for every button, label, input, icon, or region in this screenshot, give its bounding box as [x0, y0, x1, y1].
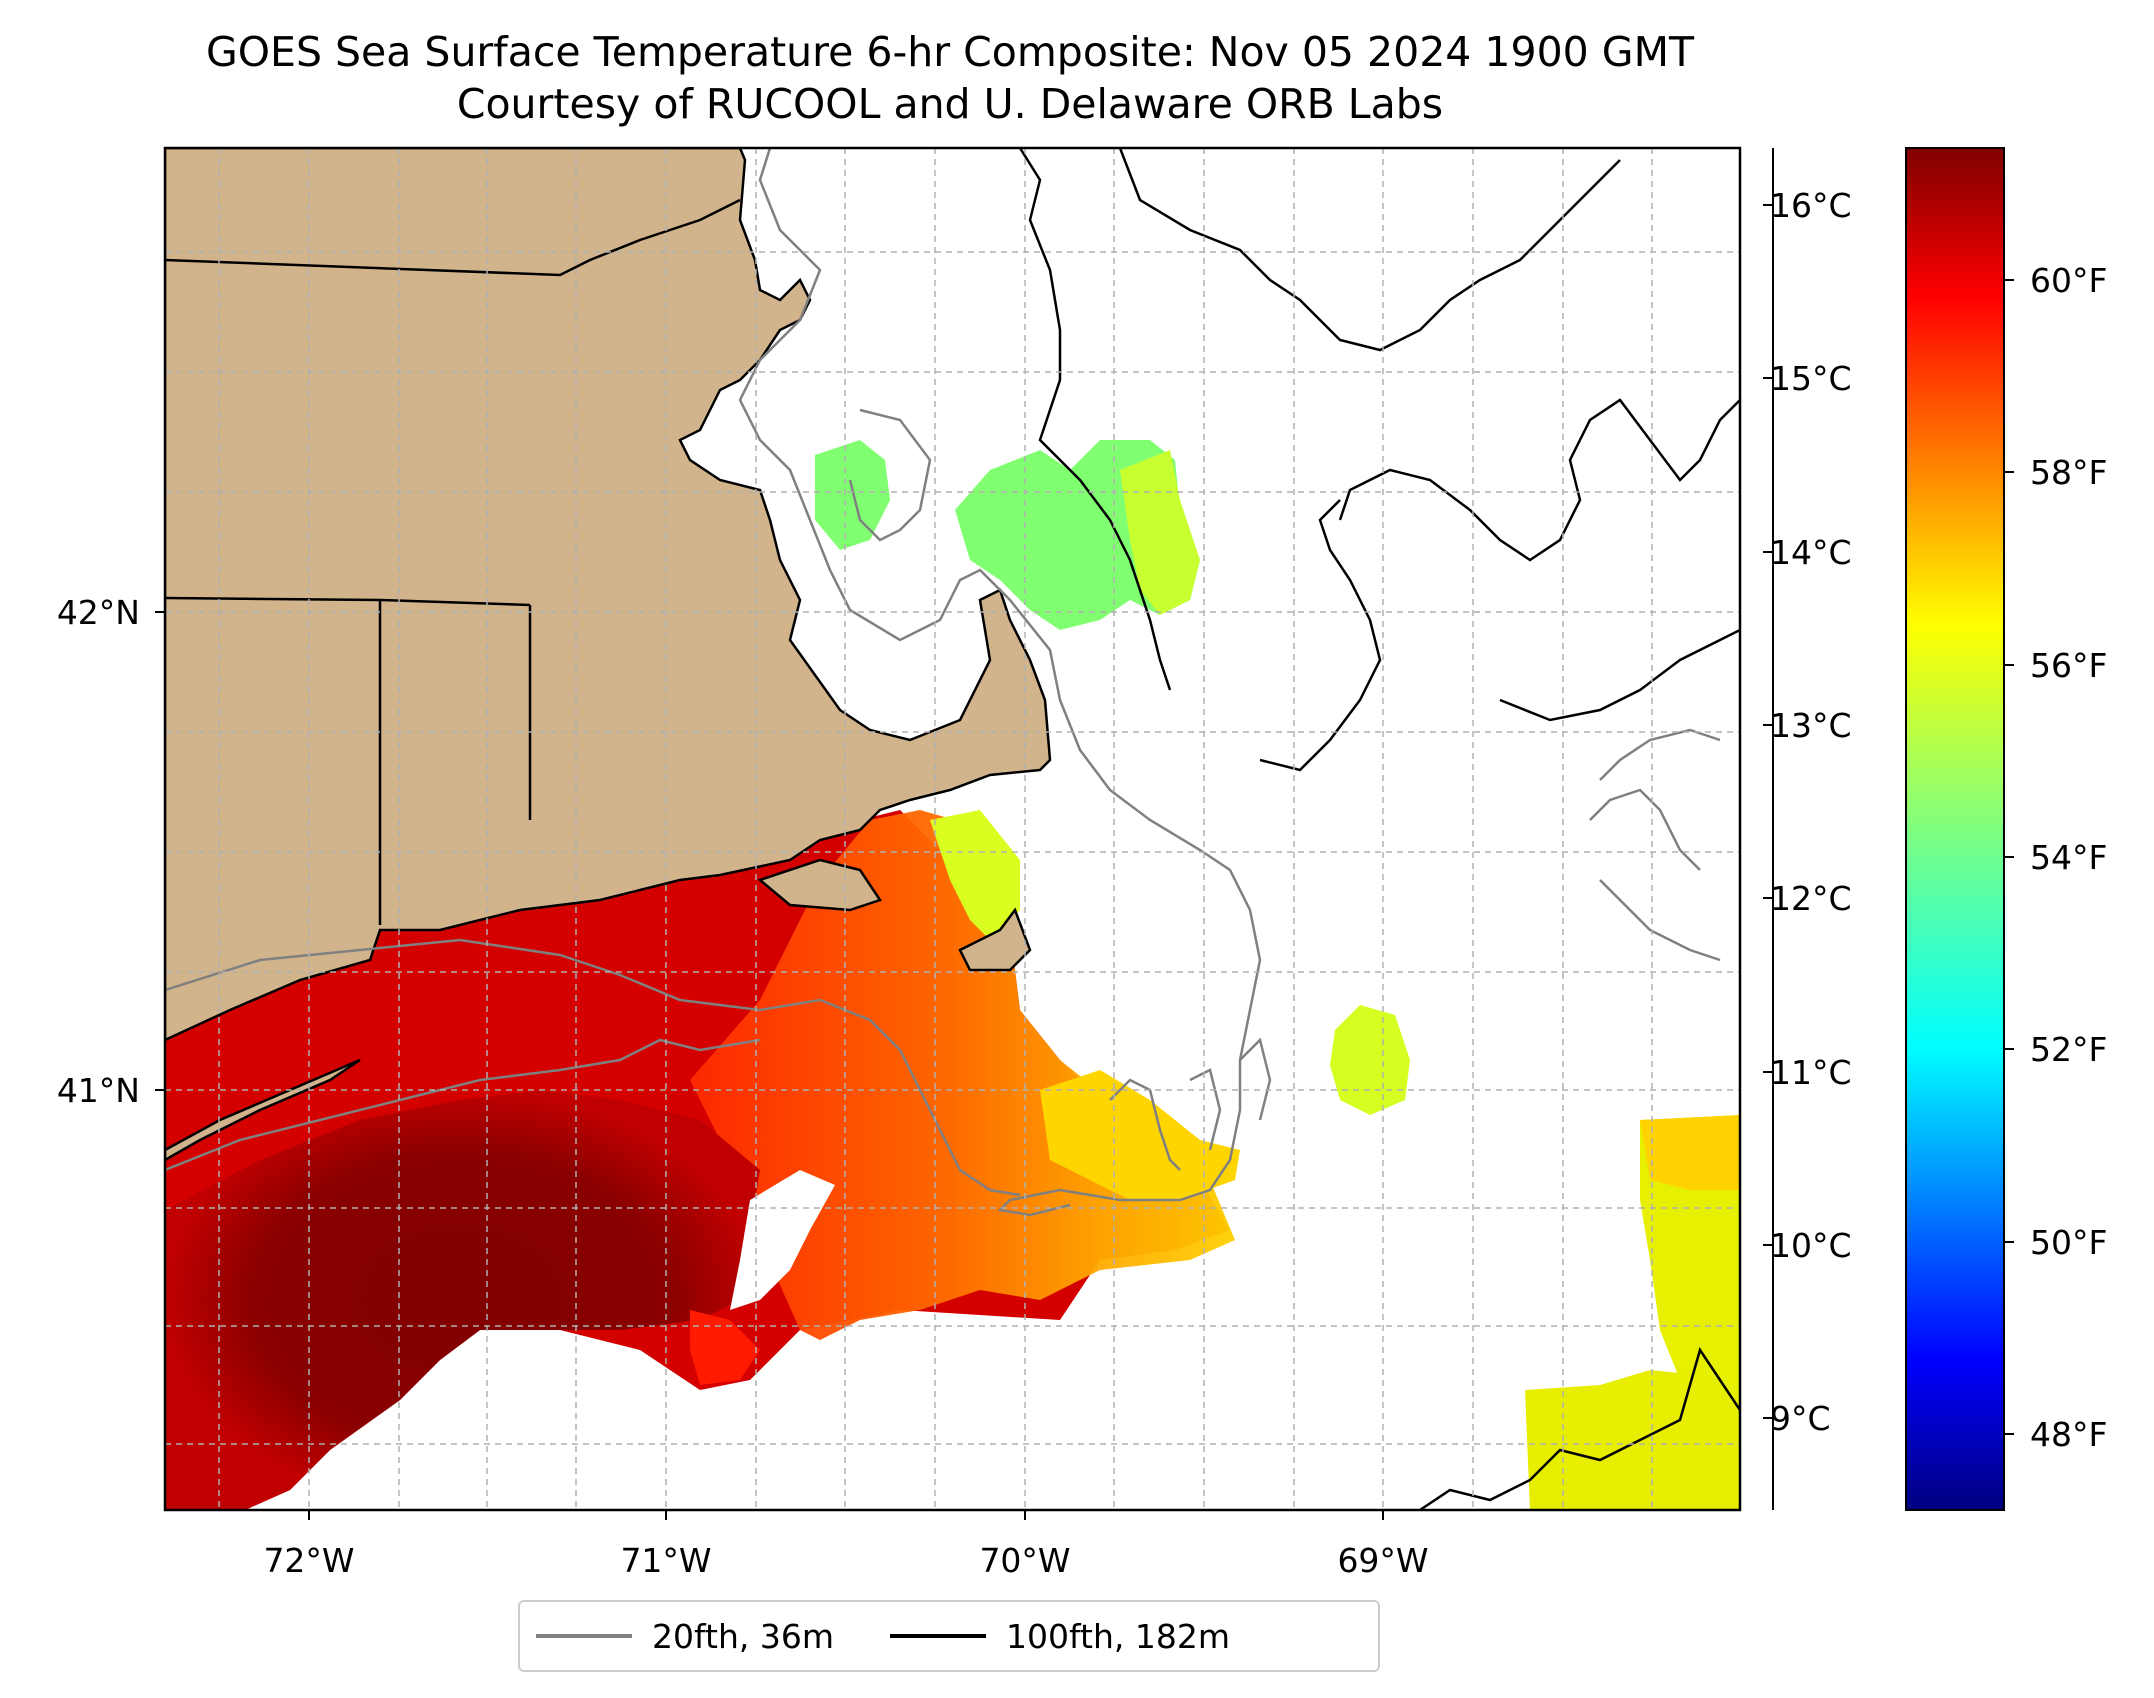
- sst-east-patch: [1330, 1005, 1410, 1115]
- colorbar-f-tick-60: 60°F: [2030, 261, 2107, 300]
- longitude-tick-69w: 69°W: [1337, 1541, 1428, 1580]
- colorbar-c-tick-16: 16°C: [1770, 186, 1852, 225]
- isobath-20fth-south-shore: [165, 938, 1021, 1197]
- sst-yellowgreen-shoals: [930, 810, 1020, 940]
- chart-title-line-1: GOES Sea Surface Temperature 6-hr Compos…: [206, 28, 1694, 76]
- legend-label-100fth: 100fth, 182m: [1006, 1616, 1230, 1656]
- colorbar-f-tick-58: 58°F: [2030, 453, 2107, 492]
- map-legend: 20fth, 36m 100fth, 182m: [518, 1600, 1380, 1672]
- land-marthas-vineyard: [757, 858, 882, 912]
- colorbar-celsius-ticks: [1763, 148, 1774, 1510]
- colorbar-c-tick-15: 15°C: [1770, 359, 1852, 398]
- colorbar-c-tick-13: 13°C: [1770, 706, 1852, 745]
- colorbar-c-tick-9: 9°C: [1770, 1399, 1831, 1438]
- state-border-nh-ma: [165, 198, 741, 277]
- map-axis-ticks: [155, 611, 1384, 1520]
- colorbar: [1905, 147, 2005, 1511]
- sst-east-orange: [1640, 1115, 1740, 1190]
- land-new-england: [165, 148, 1052, 1042]
- sst-yellowgreen-patch-offshore: [1120, 450, 1200, 615]
- legend-line-black: [890, 1634, 986, 1638]
- colorbar-c-tick-11: 11°C: [1770, 1053, 1852, 1092]
- colorbar-f-tick-48: 48°F: [2030, 1415, 2107, 1454]
- colorbar-f-tick-54: 54°F: [2030, 838, 2107, 877]
- isobath-20fth-georges-bank: [1589, 728, 1721, 962]
- land-long-island: [165, 1058, 361, 1162]
- sst-dark-core: [165, 1090, 760, 1510]
- isobath-100fth-channel: [1018, 148, 1172, 691]
- sst-red-tail: [690, 1310, 760, 1385]
- colorbar-c-tick-12: 12°C: [1770, 879, 1852, 918]
- sst-yellow-patch: [1040, 1070, 1240, 1200]
- map-frame: [163, 146, 1742, 1512]
- land-nantucket: [958, 907, 1032, 972]
- legend-line-gray: [536, 1634, 632, 1638]
- isobath-20fth-coast: [738, 148, 1262, 1217]
- latitude-tick-41n: 41°N: [57, 1071, 140, 1110]
- colorbar-f-tick-52: 52°F: [2030, 1030, 2107, 1069]
- colorbar-f-tick-50: 50°F: [2030, 1223, 2107, 1262]
- longitude-tick-72w: 72°W: [263, 1541, 354, 1580]
- coastline-bay-of-fundy: [1338, 398, 1740, 562]
- sst-southeast-patch: [1525, 1370, 1740, 1510]
- isobath-20fth-south-shore-2: [165, 1038, 761, 1172]
- longitude-tick-71w: 71°W: [620, 1541, 711, 1580]
- sst-east-yellow: [1640, 1115, 1740, 1440]
- colorbar-c-tick-10: 10°C: [1770, 1226, 1852, 1265]
- longitude-tick-70w: 70°W: [979, 1541, 1070, 1580]
- legend-label-20fth: 20fth, 36m: [652, 1616, 834, 1656]
- coastline-georges-edge: [1419, 1347, 1740, 1510]
- legend-item-100fth: 100fth, 182m: [890, 1617, 1270, 1656]
- colorbar-f-tick-56: 56°F: [2030, 646, 2107, 685]
- legend-item-20fth: 20fth, 36m: [536, 1617, 874, 1656]
- map-gridlines: [165, 148, 1740, 1510]
- colorbar-c-tick-14: 14°C: [1770, 533, 1852, 572]
- coastline-nova-scotia-south: [1259, 499, 1740, 772]
- chart-title-line-2: Courtesy of RUCOOL and U. Delaware ORB L…: [456, 80, 1444, 128]
- latitude-tick-42n: 42°N: [57, 593, 140, 632]
- colorbar-fahrenheit-ticks: [2004, 279, 2014, 1435]
- isobath-20fth-cape-cod-bay: [848, 408, 932, 542]
